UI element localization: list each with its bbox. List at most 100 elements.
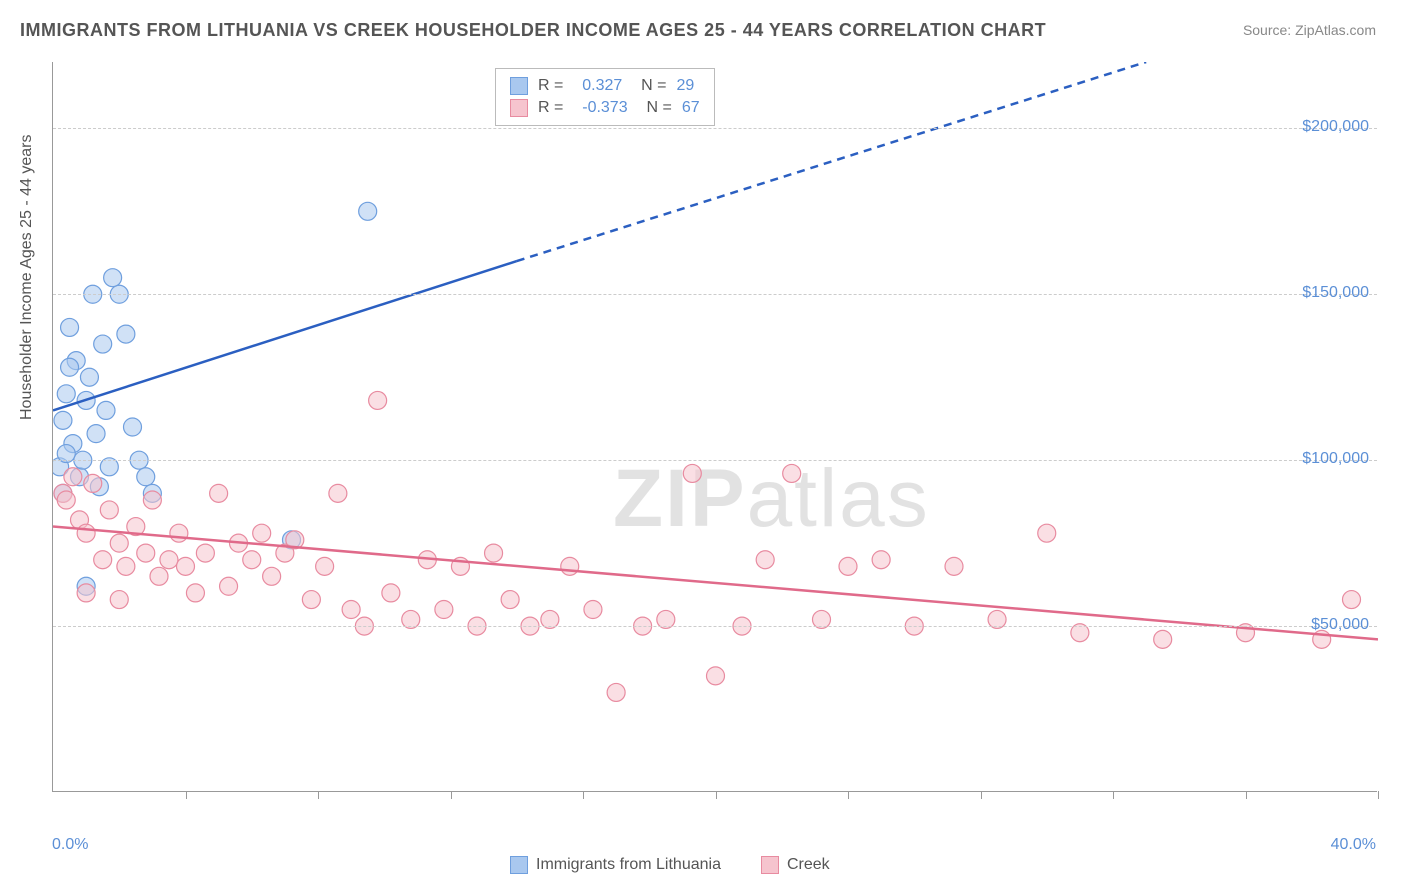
data-point <box>124 418 142 436</box>
data-point <box>263 567 281 585</box>
data-point <box>342 601 360 619</box>
data-point <box>302 591 320 609</box>
legend-row: R = -0.373 N = 67 <box>510 97 700 119</box>
gridline <box>53 294 1377 295</box>
legend-label: Creek <box>787 856 830 874</box>
x-tick <box>186 791 187 799</box>
legend-item: Immigrants from Lithuania <box>510 856 721 874</box>
data-point <box>84 474 102 492</box>
legend-r-label: R = <box>538 75 572 97</box>
x-tick <box>716 791 717 799</box>
data-point <box>80 368 98 386</box>
y-tick-label: $150,000 <box>1302 284 1369 302</box>
data-point <box>170 524 188 542</box>
x-tick <box>1378 791 1379 799</box>
data-point <box>97 401 115 419</box>
data-point <box>210 484 228 502</box>
chart-title: IMMIGRANTS FROM LITHUANIA VS CREEK HOUSE… <box>20 20 1046 41</box>
data-point <box>196 544 214 562</box>
legend-swatch <box>510 99 528 117</box>
data-point <box>137 544 155 562</box>
data-point <box>561 557 579 575</box>
x-tick <box>848 791 849 799</box>
data-point <box>54 411 72 429</box>
data-point <box>177 557 195 575</box>
data-point <box>584 601 602 619</box>
data-point <box>94 335 112 353</box>
data-point <box>945 557 963 575</box>
data-point <box>316 557 334 575</box>
legend-swatch <box>510 856 528 874</box>
data-point <box>57 385 75 403</box>
x-tick <box>1246 791 1247 799</box>
data-point <box>607 683 625 701</box>
data-point <box>57 491 75 509</box>
x-tick <box>1113 791 1114 799</box>
x-min-label: 0.0% <box>52 836 88 854</box>
data-point <box>137 468 155 486</box>
data-point <box>110 591 128 609</box>
legend-item: Creek <box>761 856 830 874</box>
data-point <box>150 567 168 585</box>
legend-n-label: N = <box>638 97 672 119</box>
data-point <box>1154 630 1172 648</box>
data-point <box>783 464 801 482</box>
y-axis-label: Householder Income Ages 25 - 44 years <box>18 135 36 421</box>
data-point <box>77 524 95 542</box>
gridline <box>53 460 1377 461</box>
legend-r-value: 0.327 <box>582 75 622 97</box>
data-point <box>117 325 135 343</box>
trend-line <box>53 527 1378 640</box>
source-label: Source: ZipAtlas.com <box>1243 22 1376 38</box>
correlation-legend: R = 0.327 N =29R = -0.373 N =67 <box>495 68 715 126</box>
legend-n-label: N = <box>632 75 666 97</box>
data-point <box>100 501 118 519</box>
data-point <box>117 557 135 575</box>
data-point <box>839 557 857 575</box>
data-point <box>1038 524 1056 542</box>
legend-swatch <box>761 856 779 874</box>
plot-svg <box>53 62 1378 792</box>
data-point <box>707 667 725 685</box>
data-point <box>61 358 79 376</box>
data-point <box>756 551 774 569</box>
data-point <box>329 484 347 502</box>
data-point <box>94 551 112 569</box>
x-tick <box>981 791 982 799</box>
data-point <box>243 551 261 569</box>
legend-swatch <box>510 77 528 95</box>
data-point <box>87 425 105 443</box>
data-point <box>501 591 519 609</box>
data-point <box>872 551 890 569</box>
x-tick <box>451 791 452 799</box>
data-point <box>369 391 387 409</box>
chart-area: ZIPatlas $50,000$100,000$150,000$200,000 <box>52 62 1377 792</box>
legend-row: R = 0.327 N = 29 <box>510 75 700 97</box>
y-tick-label: $100,000 <box>1302 450 1369 468</box>
data-point <box>110 534 128 552</box>
data-point <box>61 318 79 336</box>
data-point <box>104 269 122 287</box>
x-tick <box>583 791 584 799</box>
x-max-label: 40.0% <box>1331 836 1376 854</box>
data-point <box>1343 591 1361 609</box>
data-point <box>485 544 503 562</box>
data-point <box>186 584 204 602</box>
legend-n-value: 67 <box>682 97 700 119</box>
series-legend: Immigrants from Lithuania Creek <box>510 856 830 874</box>
data-point <box>143 491 161 509</box>
data-point <box>220 577 238 595</box>
y-tick-label: $200,000 <box>1302 118 1369 136</box>
data-point <box>160 551 178 569</box>
legend-n-value: 29 <box>677 75 695 97</box>
data-point <box>64 468 82 486</box>
y-tick-label: $50,000 <box>1311 616 1369 634</box>
x-tick <box>318 791 319 799</box>
data-point <box>382 584 400 602</box>
legend-r-value: -0.373 <box>582 97 627 119</box>
gridline <box>53 626 1377 627</box>
legend-r-label: R = <box>538 97 572 119</box>
data-point <box>253 524 271 542</box>
data-point <box>683 464 701 482</box>
legend-label: Immigrants from Lithuania <box>536 856 721 874</box>
